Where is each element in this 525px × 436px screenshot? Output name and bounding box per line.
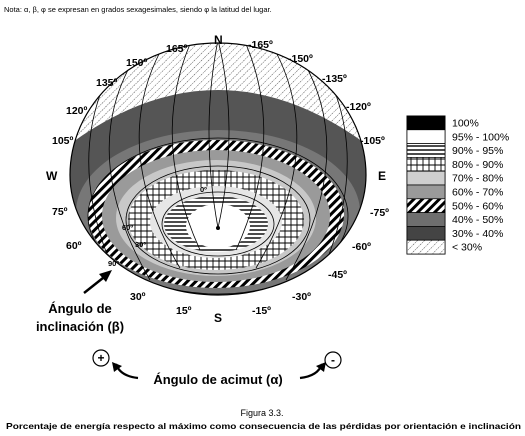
azimuth-label: 30º (130, 291, 146, 303)
azimuth-label: -105º (360, 135, 385, 147)
inclination-label: 0º (200, 185, 207, 194)
legend-swatch (406, 157, 446, 172)
cardinal-north: N (214, 33, 223, 47)
azimuth-label: 135º (96, 77, 118, 89)
azimuth-label: -60º (352, 241, 371, 253)
azimuth-label: -15º (252, 305, 271, 317)
legend-label: 50% - 60% (452, 200, 503, 212)
legend-swatch (406, 170, 446, 186)
legend-label: 90% - 95% (452, 145, 503, 157)
minus-circle (324, 351, 342, 369)
azimuth-label: 120º (66, 105, 88, 117)
inclination-label: 30º (135, 240, 146, 249)
sun-path-dome (70, 43, 366, 295)
azimuth-label: -30º (292, 291, 311, 303)
caption-title: Figura 3.3. (240, 408, 283, 418)
note-text: Nota: α, β, φ se expresan en grados sexa… (4, 5, 272, 14)
azimuth-label: 15º (176, 305, 192, 317)
azimuth-label: -150º (288, 53, 313, 65)
legend-label: 100% (452, 118, 479, 130)
dome-outline (69, 42, 367, 296)
minus-sign: - (331, 353, 335, 367)
azimuth-labels: 165º -165º 150º -150º 135º -135º 120º -1… (52, 39, 389, 317)
azimuth-label: -135º (322, 73, 347, 85)
legend-swatch (406, 184, 446, 200)
legend-label: 95% - 100% (452, 131, 509, 143)
legend-label: 40% - 50% (452, 214, 503, 226)
zenith-point (216, 226, 220, 230)
legend-swatch (406, 198, 446, 213)
inclination-label: 90º (108, 259, 119, 268)
legend-swatch (406, 226, 446, 241)
azimuth-label: -75º (370, 207, 389, 219)
azimuth-label: 105º (52, 135, 74, 147)
azimuth-label: Ángulo de acimut (α) (153, 372, 282, 387)
inclination-labels: 90º 60º 30º 0º (108, 185, 207, 268)
legend-label: < 30% (452, 242, 482, 254)
caption-text: Porcentaje de energía respecto al máximo… (6, 421, 521, 431)
legend-swatch (406, 143, 446, 158)
inclination-annotation: Ángulo de inclinación (β) (36, 270, 124, 334)
azimuth-label: -45º (328, 269, 347, 281)
legend-label: 30% - 40% (452, 228, 503, 240)
azimuth-annotation: + - Ángulo de acimut (α) (92, 349, 342, 387)
azimuth-label: 60º (66, 240, 82, 252)
cardinal-south: S (214, 311, 222, 325)
inclination-label-line2: inclinación (β) (36, 319, 124, 334)
legend-label: 80% - 90% (452, 159, 503, 171)
legend-swatch (406, 239, 446, 255)
azimuth-arrow-right-head (316, 362, 326, 372)
legend: 100%95% - 100% 90% - 95% 80% - 90% 70% - 80… (406, 115, 509, 255)
azimuth-label: 150º (126, 57, 148, 69)
legend-swatch (406, 115, 446, 131)
legend-swatch (406, 212, 446, 227)
inclination-label-line1: Ángulo de (48, 301, 112, 316)
cardinal-west: W (46, 169, 58, 183)
cardinal-east: E (378, 169, 386, 183)
legend-swatch (406, 129, 446, 144)
legend-label: 70% - 80% (452, 173, 503, 185)
azimuth-label: -165º (248, 39, 273, 51)
azimuth-label: 165º (166, 43, 188, 55)
azimuth-arrow-left-head (112, 362, 122, 372)
azimuth-label: 75º (52, 206, 68, 218)
legend-label: 60% - 70% (452, 187, 503, 199)
plus-sign: + (97, 351, 104, 365)
inclination-label: 60º (122, 223, 133, 232)
plus-circle (92, 349, 110, 367)
inclination-arrow-head (99, 270, 112, 282)
azimuth-label: -120º (346, 101, 371, 113)
